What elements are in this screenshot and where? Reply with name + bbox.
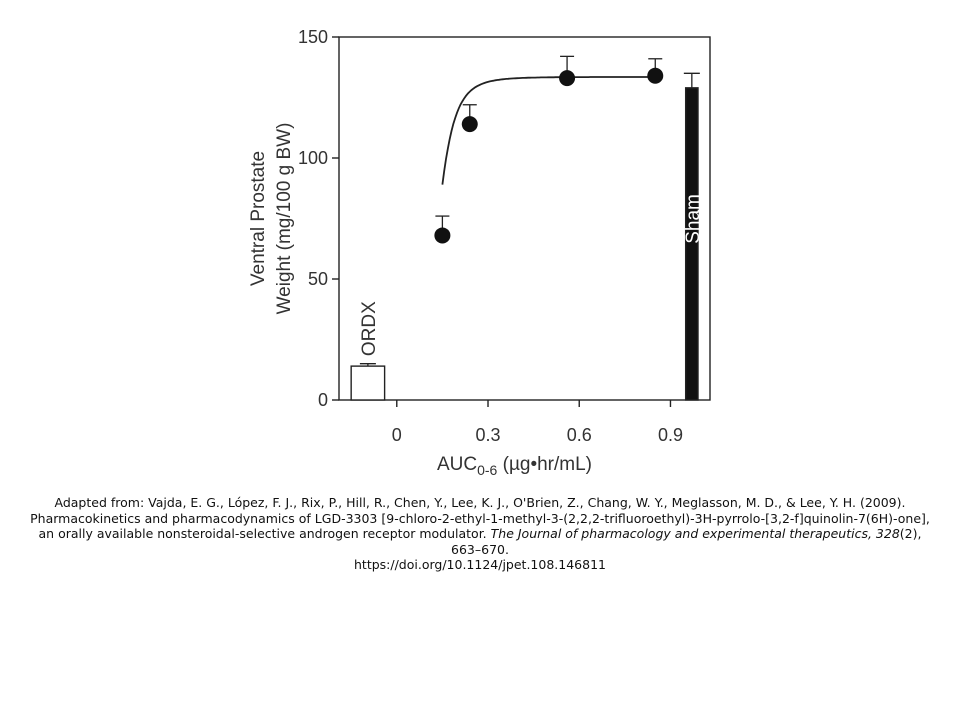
x-tick-label: 0.6	[567, 425, 592, 445]
y-tick-label: 0	[318, 390, 328, 410]
citation-issue-pages: (2), 663–670.	[451, 526, 922, 557]
y-tick-label: 100	[298, 148, 328, 168]
x-tick-label: 0.3	[475, 425, 500, 445]
bar-label-sham: Sham	[683, 194, 704, 244]
axis-labels: AUC0-6 (µg•hr/mL) Ventral Prostate Weight …	[248, 123, 592, 478]
fit-curve	[441, 76, 662, 185]
x-tick-label: 0	[392, 425, 402, 445]
y-axis-title-line2: Weight (mg/100 g BW)	[274, 123, 295, 315]
y-tick-label: 150	[298, 27, 328, 47]
data-point	[647, 67, 664, 84]
citation-caption: Adapted from: Vajda, E. G., López, F. J.…	[30, 495, 930, 573]
y-axis-title-line1: Ventral Prostate	[248, 151, 269, 286]
x-tick-label: 0.9	[658, 425, 683, 445]
chart-figure: 0 50 100 150 0 0.3 0.6 0.9 ORDX Sham AUC0-6 (µg•…	[248, 27, 711, 478]
axes: 0 50 100 150 0 0.3 0.6 0.9	[298, 27, 711, 445]
citation-text: Adapted from: Vajda, E. G., López, F. J.…	[30, 495, 930, 541]
bar-label-ordx: ORDX	[359, 301, 380, 356]
fit-curve-line	[441, 76, 662, 185]
bar-ordx	[350, 365, 386, 401]
data-point	[461, 116, 478, 133]
citation-journal: The Journal of pharmacology and experime…	[490, 526, 900, 541]
data-points	[434, 55, 664, 244]
x-axis-title: AUC0-6 (µg•hr/mL)	[437, 454, 592, 478]
data-point	[434, 227, 451, 244]
bars: ORDX Sham	[350, 72, 704, 401]
bar-sham	[684, 87, 699, 401]
y-tick-label: 50	[308, 269, 328, 289]
data-point	[559, 70, 576, 87]
citation-doi: https://doi.org/10.1124/jpet.108.146811	[354, 557, 606, 572]
plot-frame	[338, 36, 711, 401]
